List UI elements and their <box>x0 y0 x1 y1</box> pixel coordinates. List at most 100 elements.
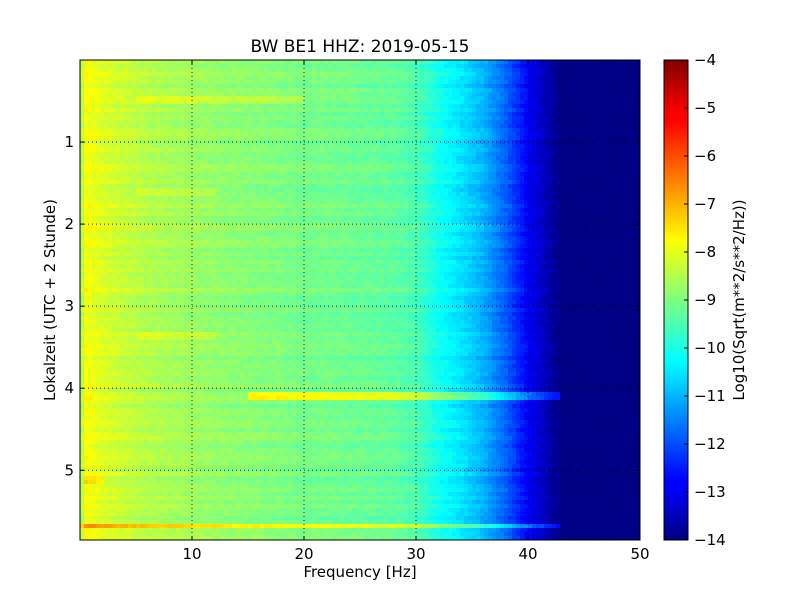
heatmap-cell <box>116 188 121 193</box>
heatmap-cell <box>244 128 249 133</box>
heatmap-cell <box>372 80 377 85</box>
heatmap-cell <box>620 140 625 145</box>
heatmap-cell <box>568 72 573 77</box>
heatmap-cell <box>260 116 265 121</box>
heatmap-cell <box>300 88 305 93</box>
heatmap-cell <box>472 72 477 77</box>
heatmap-cell <box>372 176 377 181</box>
heatmap-cell <box>448 156 453 161</box>
heatmap-cell <box>248 192 253 197</box>
heatmap-cell <box>484 196 489 201</box>
heatmap-cell <box>120 136 125 141</box>
heatmap-cell <box>180 184 185 189</box>
heatmap-cell <box>172 108 177 113</box>
heatmap-cell <box>384 200 389 205</box>
heatmap-cell <box>456 88 461 93</box>
heatmap-cell <box>96 112 101 117</box>
heatmap-cell <box>564 84 569 89</box>
heatmap-cell <box>376 164 381 169</box>
heatmap-cell <box>120 132 125 137</box>
heatmap-cell <box>352 172 357 177</box>
heatmap-cell <box>604 196 609 201</box>
heatmap-cell <box>568 176 573 181</box>
heatmap-cell <box>168 88 173 93</box>
heatmap-cell <box>632 192 637 197</box>
heatmap-cell <box>568 152 573 157</box>
heatmap-cell <box>148 112 153 117</box>
heatmap-cell <box>464 144 469 149</box>
heatmap-cell <box>568 192 573 197</box>
heatmap-cell <box>600 60 605 65</box>
heatmap-cell <box>128 192 133 197</box>
heatmap-cell <box>320 64 325 69</box>
heatmap-cell <box>608 160 613 165</box>
heatmap-cell <box>488 160 493 165</box>
heatmap-cell <box>228 76 233 81</box>
heatmap-cell <box>608 132 613 137</box>
heatmap-cell <box>184 80 189 85</box>
heatmap-cell <box>560 64 565 69</box>
heatmap-cell <box>432 116 437 121</box>
heatmap-cell <box>568 124 573 129</box>
heatmap-cell <box>284 84 289 89</box>
heatmap-cell <box>532 168 537 173</box>
heatmap-cell <box>260 168 265 173</box>
heatmap-cell <box>460 144 465 149</box>
heatmap-cell <box>568 84 573 89</box>
heatmap-cell <box>148 96 153 101</box>
heatmap-cell <box>276 96 281 101</box>
heatmap-cell <box>584 152 589 157</box>
heatmap-cell <box>364 148 369 153</box>
heatmap-cell <box>396 64 401 69</box>
heatmap-cell <box>236 136 241 141</box>
heatmap-cell <box>184 168 189 173</box>
heatmap-cell <box>296 168 301 173</box>
heatmap-cell <box>136 128 141 133</box>
heatmap-cell <box>108 156 113 161</box>
heatmap-cell <box>588 156 593 161</box>
heatmap-cell <box>388 200 393 205</box>
heatmap-cell <box>120 88 125 93</box>
heatmap-cell <box>368 164 373 169</box>
heatmap-cell <box>408 160 413 165</box>
heatmap-cell <box>456 136 461 141</box>
heatmap-cell <box>172 80 177 85</box>
heatmap-cell <box>448 192 453 197</box>
heatmap-cell <box>468 68 473 73</box>
heatmap-cell <box>576 72 581 77</box>
heatmap-cell <box>540 120 545 125</box>
heatmap-cell <box>524 176 529 181</box>
heatmap-cell <box>408 188 413 193</box>
heatmap-cell <box>316 80 321 85</box>
heatmap-cell <box>508 184 513 189</box>
heatmap-cell <box>548 132 553 137</box>
heatmap-cell <box>452 128 457 133</box>
heatmap-cell <box>464 152 469 157</box>
heatmap-cell <box>564 72 569 77</box>
heatmap-cell <box>420 64 425 69</box>
heatmap-cell <box>184 88 189 93</box>
heatmap-cell <box>132 116 137 121</box>
heatmap-cell <box>588 92 593 97</box>
heatmap-cell <box>216 120 221 125</box>
heatmap-cell <box>184 136 189 141</box>
heatmap-cell <box>228 168 233 173</box>
heatmap-cell <box>380 116 385 121</box>
heatmap-cell <box>484 168 489 173</box>
heatmap-cell <box>272 108 277 113</box>
heatmap-cell <box>496 144 501 149</box>
heatmap-cell <box>276 112 281 117</box>
heatmap-cell <box>352 176 357 181</box>
heatmap-cell <box>368 132 373 137</box>
heatmap-cell <box>384 188 389 193</box>
heatmap-cell <box>196 144 201 149</box>
heatmap-cell <box>564 76 569 81</box>
heatmap-cell <box>124 164 129 169</box>
heatmap-cell <box>636 180 640 185</box>
heatmap-cell <box>276 156 281 161</box>
heatmap-cell <box>624 132 629 137</box>
heatmap-cell <box>340 92 345 97</box>
heatmap-cell <box>420 96 425 101</box>
heatmap-cell <box>340 84 345 89</box>
heatmap-cell <box>116 148 121 153</box>
